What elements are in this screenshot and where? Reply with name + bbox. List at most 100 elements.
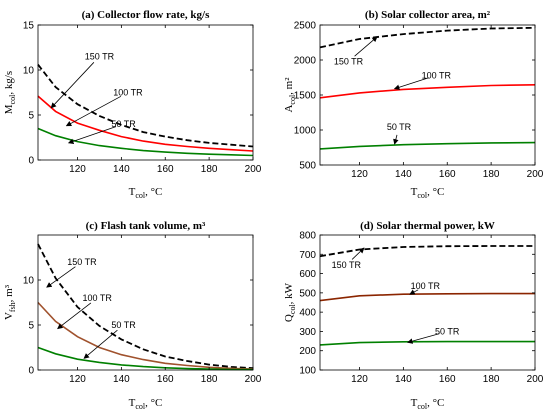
x-tick-label: 120	[69, 164, 86, 175]
plot-frame	[37, 234, 254, 371]
series-line-50-tr	[319, 141, 536, 150]
y-tick-label: 800	[299, 231, 316, 242]
x-tick-label: 160	[439, 169, 456, 180]
series-line-100-tr	[319, 292, 535, 302]
annotation-arrow	[409, 289, 419, 295]
panel-solar-collector-area: (b) Solar collector area, m² 120 140 160 180…	[283, 9, 544, 200]
x-tick-label: 140	[395, 169, 412, 180]
y-tick-label: 5	[28, 321, 34, 332]
panel-solar-thermal-power: (d) Solar thermal power, kW 120 140 160 180 2…	[283, 220, 544, 411]
x-axis-label: Tcol, °C	[129, 397, 163, 410]
annotation-arrow	[393, 134, 399, 145]
annotation-arrow	[407, 333, 440, 344]
annotation-arrow	[57, 302, 92, 330]
annotation-arrow	[83, 329, 118, 359]
annotation-label: 100 TR	[113, 88, 143, 98]
y-axis-label: Mcol, kg/s	[3, 71, 17, 114]
annotation-label: 100 TR	[411, 281, 441, 291]
panel-title: (b) Solar collector area, m²	[365, 9, 491, 21]
annotation-label: 50 TR	[387, 122, 412, 132]
y-tick-label: 1000	[294, 126, 317, 137]
y-tick-label: 10	[23, 276, 35, 287]
panel-flash-tank-volume: (c) Flash tank volume, m³ 120 140 160 180 200…	[3, 220, 262, 411]
series-line-150-tr	[319, 245, 535, 258]
y-tick-label: 0	[28, 366, 34, 377]
annotation-label: 50 TR	[111, 119, 136, 129]
x-axis-label: Tcol, °C	[411, 397, 445, 410]
x-tick-label: 140	[113, 164, 130, 175]
series-line-150-tr	[37, 64, 254, 148]
x-axis-label: Tcol, °C	[411, 186, 445, 200]
series-line-100-tr	[37, 95, 254, 152]
y-tick-label: 100	[299, 366, 316, 377]
annotation-arrow	[50, 62, 95, 109]
x-tick-label: 180	[483, 374, 500, 385]
annotation-arrow	[354, 36, 378, 57]
y-tick-label: 600	[299, 269, 316, 280]
annotation-arrow	[65, 95, 122, 127]
series-line-150-tr	[37, 243, 254, 370]
annotation-label: 150 TR	[85, 52, 115, 62]
annotation-label: 50 TR	[111, 320, 136, 330]
annotation-arrow	[67, 126, 117, 144]
x-tick-label: 200	[245, 374, 262, 385]
series-line-150-tr	[319, 26, 536, 49]
annotation-label: 150 TR	[334, 56, 364, 66]
x-tick-label: 180	[483, 169, 500, 180]
x-tick-label: 120	[351, 169, 368, 180]
annotation-label: 50 TR	[435, 326, 460, 336]
series-line-100-tr	[37, 301, 254, 370]
x-tick-label: 120	[69, 374, 86, 385]
x-tick-label: 160	[157, 374, 174, 385]
y-tick-label: 1500	[294, 91, 317, 102]
x-tick-label: 140	[395, 374, 412, 385]
y-tick-label: 5	[28, 111, 34, 122]
panel-title: (a) Collector flow rate, kg/s	[82, 9, 211, 21]
panel-title: (d) Solar thermal power, kW	[360, 220, 495, 232]
plot-frame	[319, 234, 536, 371]
y-tick-label: 300	[299, 327, 316, 338]
panel-collector-flow-rate: (a) Collector flow rate, kg/s 120 140 160 18…	[3, 9, 262, 200]
y-tick-label: 0	[28, 156, 34, 167]
annotation-label: 100 TR	[422, 70, 452, 80]
y-tick-label: 15	[23, 21, 35, 32]
x-tick-label: 160	[157, 164, 174, 175]
x-tick-label: 200	[527, 169, 544, 180]
y-tick-label: 200	[299, 346, 316, 357]
x-tick-label: 120	[351, 374, 368, 385]
y-tick-label: 400	[299, 308, 316, 319]
x-tick-label: 160	[439, 374, 456, 385]
y-axis-label: Vfsh, m³	[3, 284, 17, 320]
plot-frame	[37, 24, 254, 161]
x-tick-label: 200	[527, 374, 544, 385]
y-tick-label: 2500	[294, 21, 317, 32]
series-group	[37, 64, 254, 157]
y-axis-label: Acol, m²	[283, 77, 297, 113]
x-tick-label: 140	[113, 374, 130, 385]
annotation-label: 150 TR	[332, 260, 362, 270]
series-line-50-tr	[319, 340, 535, 346]
x-tick-label: 180	[201, 164, 218, 175]
x-tick-label: 180	[201, 374, 218, 385]
series-group	[319, 26, 536, 150]
series-line-100-tr	[319, 84, 536, 99]
series-line-50-tr	[37, 346, 254, 371]
y-tick-label: 10	[23, 66, 35, 77]
annotation-arrow	[351, 247, 365, 260]
series-group	[319, 245, 535, 346]
series-group	[37, 243, 254, 371]
y-tick-label: 500	[299, 288, 316, 299]
y-tick-label: 700	[299, 250, 316, 261]
annotation-arrow	[46, 266, 76, 288]
y-tick-label: 2000	[294, 56, 317, 67]
panel-title: (c) Flash tank volume, m³	[86, 220, 206, 232]
annotation-arrow	[393, 77, 429, 90]
x-tick-label: 200	[245, 164, 262, 175]
y-axis-label: Qcol, kW	[283, 282, 297, 322]
x-axis-label: Tcol, °C	[129, 186, 163, 200]
annotation-label: 100 TR	[83, 293, 113, 303]
annotation-label: 150 TR	[67, 257, 97, 267]
y-tick-label: 500	[299, 161, 316, 172]
